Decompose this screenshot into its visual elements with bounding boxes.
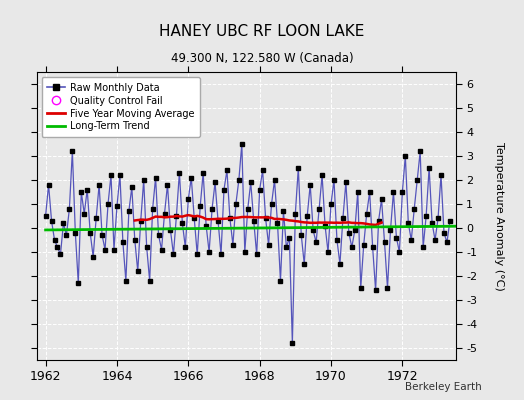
Text: 49.300 N, 122.580 W (Canada): 49.300 N, 122.580 W (Canada) xyxy=(171,52,353,65)
Y-axis label: Temperature Anomaly (°C): Temperature Anomaly (°C) xyxy=(494,142,504,290)
Text: Berkeley Earth: Berkeley Earth xyxy=(406,382,482,392)
Text: HANEY UBC RF LOON LAKE: HANEY UBC RF LOON LAKE xyxy=(159,24,365,39)
Legend: Raw Monthly Data, Quality Control Fail, Five Year Moving Average, Long-Term Tren: Raw Monthly Data, Quality Control Fail, … xyxy=(41,77,200,137)
